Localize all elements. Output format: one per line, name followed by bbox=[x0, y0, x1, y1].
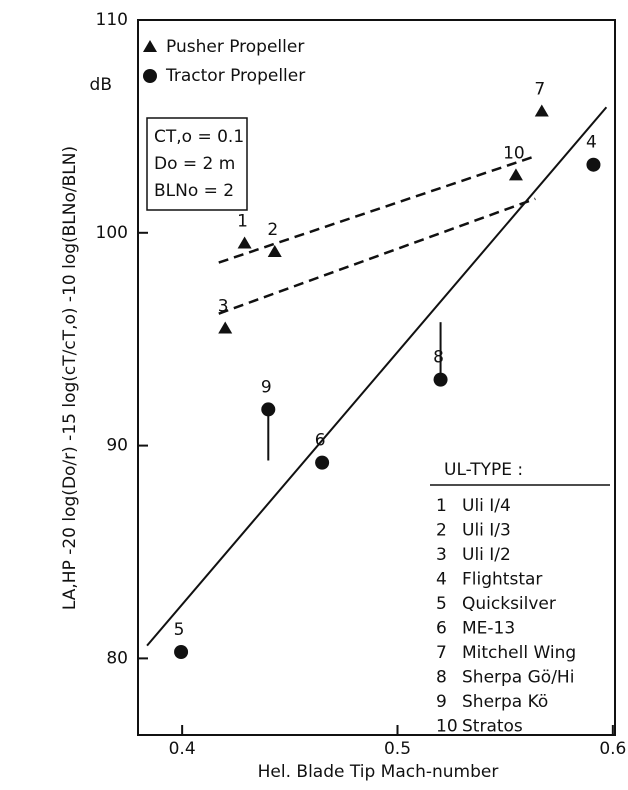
condition: BLNo = 2 bbox=[154, 181, 234, 201]
table-number: 8 bbox=[436, 668, 447, 688]
condition: Do = 2 m bbox=[154, 154, 235, 174]
y-tick-label: 80 bbox=[106, 648, 128, 668]
triangle-marker bbox=[143, 40, 157, 52]
table-number: 9 bbox=[436, 692, 447, 712]
plot-frame bbox=[137, 19, 616, 736]
point-label: 1 bbox=[237, 211, 248, 231]
triangle-marker bbox=[534, 104, 549, 117]
x-tick-label: 0.4 bbox=[169, 739, 196, 759]
table-name: Sherpa Gö/Hi bbox=[462, 668, 574, 688]
table-number: 1 bbox=[436, 496, 447, 516]
table-title: UL-TYPE : bbox=[444, 460, 523, 480]
point-label: 9 bbox=[261, 377, 272, 397]
table-number: 10 bbox=[436, 717, 458, 737]
table-number: 6 bbox=[436, 619, 447, 639]
table-number: 2 bbox=[436, 521, 447, 541]
circle-marker bbox=[315, 455, 330, 470]
condition: CT,o = 0.1 bbox=[154, 127, 244, 147]
point-label: 7 bbox=[534, 80, 545, 100]
circle-marker bbox=[586, 157, 601, 172]
triangle-marker bbox=[218, 321, 233, 334]
table-name: ME-13 bbox=[462, 619, 515, 639]
point-label: 10 bbox=[503, 143, 525, 163]
fit-line bbox=[218, 155, 536, 264]
circle-marker bbox=[143, 69, 157, 83]
table-number: 7 bbox=[436, 643, 447, 663]
x-tick-label: 0.6 bbox=[599, 739, 626, 759]
legend-label: Pusher Propeller bbox=[166, 37, 304, 57]
y-axis-label: LA,HP -20 log(Do/r) -15 log(cT/cT,o) -10… bbox=[60, 146, 80, 610]
point-label: 4 bbox=[586, 133, 597, 153]
fit-line bbox=[218, 197, 536, 315]
circle-marker bbox=[433, 372, 448, 387]
triangle-marker bbox=[508, 168, 523, 181]
table-name: Sherpa Kö bbox=[462, 692, 548, 712]
table-name: Flightstar bbox=[462, 570, 542, 590]
triangle-marker bbox=[267, 244, 282, 257]
y-unit: dB bbox=[90, 75, 112, 95]
table-name: Uli I/2 bbox=[462, 545, 511, 565]
x-axis-label: Hel. Blade Tip Mach-number bbox=[258, 762, 499, 782]
point-label: 8 bbox=[433, 348, 444, 368]
table-name: Uli I/3 bbox=[462, 521, 511, 541]
table-name: Quicksilver bbox=[462, 594, 556, 614]
point-label: 3 bbox=[218, 297, 229, 317]
y-tick-label: 110 bbox=[96, 10, 128, 30]
table-number: 4 bbox=[436, 570, 447, 590]
circle-marker bbox=[174, 645, 189, 660]
table-name: Stratos bbox=[462, 717, 523, 737]
y-tick-label: 90 bbox=[106, 436, 128, 456]
legend-label: Tractor Propeller bbox=[165, 66, 305, 86]
point-label: 6 bbox=[315, 431, 326, 451]
point-label: 2 bbox=[267, 220, 278, 240]
y-tick-label: 100 bbox=[96, 223, 128, 243]
triangle-marker bbox=[237, 236, 252, 249]
conditions-box bbox=[146, 117, 248, 211]
point-label: 5 bbox=[174, 620, 185, 640]
table-name: Mitchell Wing bbox=[462, 643, 576, 663]
x-tick-label: 0.5 bbox=[384, 739, 411, 759]
table-number: 5 bbox=[436, 594, 447, 614]
table-number: 3 bbox=[436, 545, 447, 565]
fit-line bbox=[146, 106, 608, 647]
circle-marker bbox=[261, 402, 276, 417]
table-name: Uli I/4 bbox=[462, 496, 511, 516]
